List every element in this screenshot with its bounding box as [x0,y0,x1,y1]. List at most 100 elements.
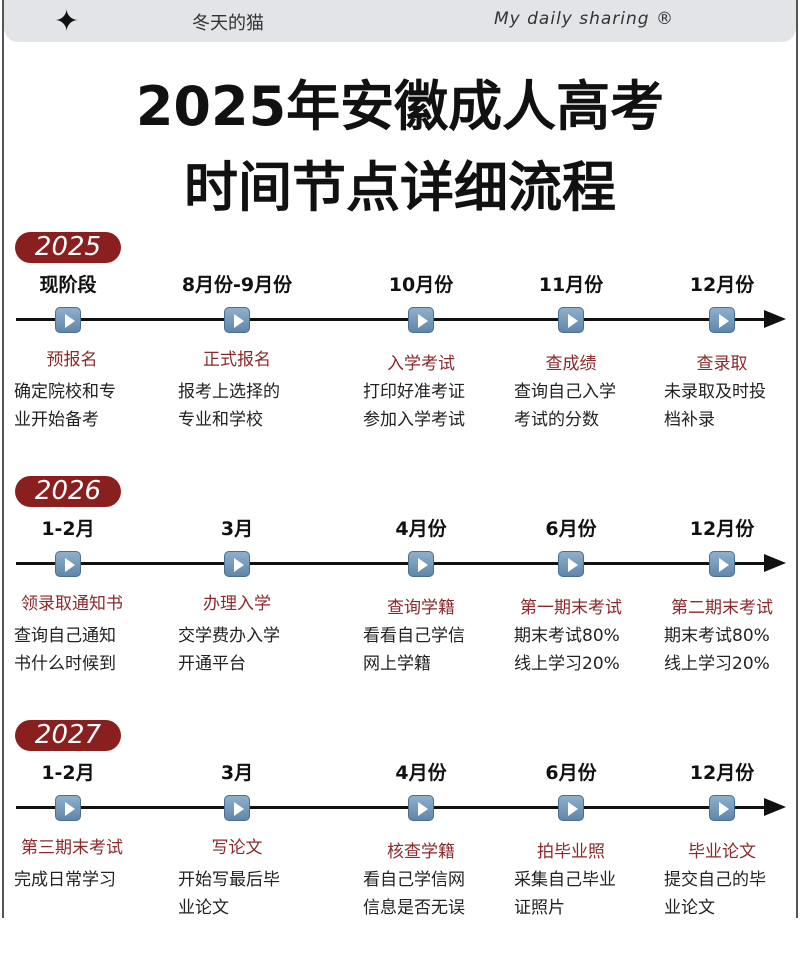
step-description: 查询自己入学 考试的分数 [514,378,616,434]
step-description: 完成日常学习 [14,866,116,894]
step-description: 看看自己学信 网上学籍 [363,622,465,678]
play-marker-icon [55,795,81,821]
timeline-date: 4月份 [395,518,447,540]
arrow-right-icon [764,310,786,328]
step-description: 看自己学信网 信息是否无误 [363,866,465,922]
description-line: 信息是否无误 [363,898,465,918]
description-line: 打印好准考证 [363,382,465,402]
timeline-date: 3月 [220,762,254,784]
year-badge: 2025 [15,232,121,263]
slogan: My daily sharing ® [494,9,674,29]
description-line: 报考上选择的 [178,382,280,402]
description-line: 开通平台 [178,654,246,674]
description-line: 网上学籍 [363,654,431,674]
description-line: 期末考试80% [664,626,770,646]
timeline-date: 现阶段 [39,274,97,296]
timeline-date: 1-2月 [41,518,95,540]
step-label: 查录取 [696,354,748,374]
timeline-section-2026: 2026 1-2月 领录取通知书 查询自己通知 书什么时候到 3月 办理入学 交… [0,474,800,718]
step-description: 开始写最后毕 业论文 [178,866,280,922]
description-line: 完成日常学习 [14,870,116,890]
play-marker-icon [709,795,735,821]
description-line: 开始写最后毕 [178,870,280,890]
description-line: 证照片 [514,898,565,918]
step-description: 提交自己的毕 业论文 [664,866,766,922]
description-line: 业开始备考 [14,410,99,430]
description-line: 业论文 [664,898,715,918]
play-marker-icon [224,795,250,821]
header-bar: ✦ 冬天的猫 My daily sharing ® [4,0,796,42]
step-description: 查询自己通知 书什么时候到 [14,622,116,678]
timeline-line [16,318,766,321]
step-label: 写论文 [211,838,263,858]
timeline-date: 10月份 [388,274,454,296]
description-line: 确定院校和专 [14,382,116,402]
year-badge: 2027 [15,720,121,751]
timeline-date: 6月份 [545,518,597,540]
timeline-date: 6月份 [545,762,597,784]
description-line: 期末考试80% [514,626,620,646]
description-line: 未录取及时投 [664,382,766,402]
step-label: 办理入学 [203,594,271,614]
step-label: 查成绩 [545,354,597,374]
description-line: 业论文 [178,898,229,918]
page-title-line2: 时间节点详细流程 [184,156,616,219]
step-label: 正式报名 [203,350,271,370]
step-label: 拍毕业照 [537,842,605,862]
page-title-line1: 2025年安徽成人高考 [135,75,665,138]
timeline-date: 3月 [220,518,254,540]
description-line: 参加入学考试 [363,410,465,430]
description-line: 档补录 [664,410,715,430]
step-label: 入学考试 [387,354,455,374]
timeline-line [16,806,766,809]
step-label: 第二期末考试 [671,598,773,618]
step-label: 预报名 [46,350,98,370]
brand-name: 冬天的猫 [192,13,264,34]
play-marker-icon [558,795,584,821]
description-line: 采集自己毕业 [514,870,616,890]
timeline-date: 12月份 [689,274,755,296]
timeline-section-2025: 2025 现阶段 预报名 确定院校和专 业开始备考 8月份-9月份 正式报名 报… [0,230,800,474]
step-label: 领录取通知书 [21,594,123,614]
description-line: 考试的分数 [514,410,599,430]
step-description: 确定院校和专 业开始备考 [14,378,116,434]
sparkle-icon: ✦ [54,4,80,39]
play-marker-icon [55,551,81,577]
play-marker-icon [558,307,584,333]
play-marker-icon [709,551,735,577]
timeline-date: 12月份 [689,762,755,784]
description-line: 交学费办入学 [178,626,280,646]
step-label: 核查学籍 [387,842,455,862]
description-line: 查询自己通知 [14,626,116,646]
step-label: 查询学籍 [387,598,455,618]
description-line: 看看自己学信 [363,626,465,646]
arrow-right-icon [764,554,786,572]
step-description: 期末考试80% 线上学习20% [514,622,620,678]
step-description: 采集自己毕业 证照片 [514,866,616,922]
play-marker-icon [558,551,584,577]
timeline-date: 1-2月 [41,762,95,784]
arrow-right-icon [764,798,786,816]
step-description: 报考上选择的 专业和学校 [178,378,280,434]
play-marker-icon [709,307,735,333]
play-marker-icon [224,307,250,333]
play-marker-icon [408,551,434,577]
timeline-date: 12月份 [689,518,755,540]
page-frame [2,0,798,918]
step-description: 打印好准考证 参加入学考试 [363,378,465,434]
play-marker-icon [408,795,434,821]
timeline-date: 4月份 [395,762,447,784]
timeline-section-2027: 2027 1-2月 第三期末考试 完成日常学习 3月 写论文 开始写最后毕 业论… [0,718,800,962]
description-line: 书什么时候到 [14,654,116,674]
step-description: 交学费办入学 开通平台 [178,622,280,678]
timeline-date: 8月份-9月份 [181,274,293,296]
play-marker-icon [408,307,434,333]
description-line: 专业和学校 [178,410,263,430]
step-label: 第三期末考试 [21,838,123,858]
step-label: 毕业论文 [688,842,756,862]
timeline-date: 11月份 [538,274,604,296]
timeline-line [16,562,766,565]
description-line: 看自己学信网 [363,870,465,890]
description-line: 提交自己的毕 [664,870,766,890]
step-description: 未录取及时投 档补录 [664,378,766,434]
